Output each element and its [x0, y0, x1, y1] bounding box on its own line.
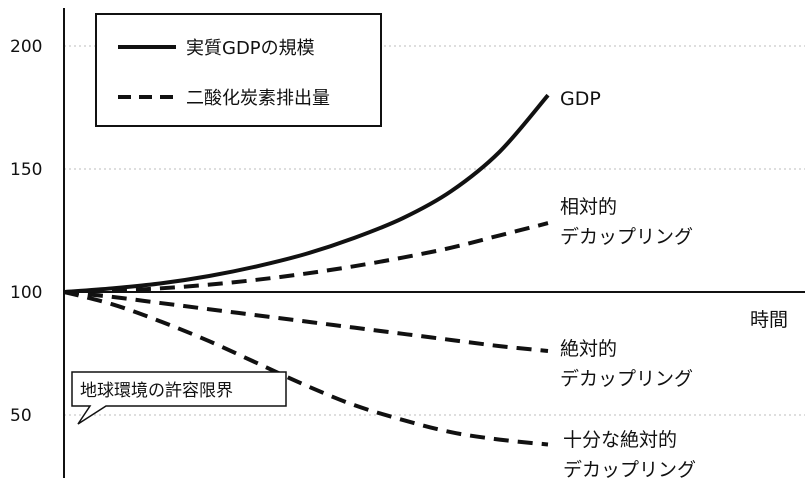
series-line-1	[63, 93, 550, 294]
legend-label: 二酸化炭素排出量	[186, 88, 330, 109]
series-line-3	[63, 290, 549, 354]
threshold-callout: 地球環境の許容限界	[71, 371, 287, 425]
threshold-label: 地球環境の許容限界	[80, 381, 233, 401]
line-label: デカップリング	[563, 459, 696, 478]
y-tick-label: 200	[10, 37, 42, 57]
series-line-4	[63, 290, 549, 447]
line-label: 相対的	[560, 196, 617, 218]
line-label: デカップリング	[560, 368, 693, 390]
grid-lines	[64, 45, 805, 416]
y-tick-labels: 50 100 150 200	[10, 37, 42, 426]
axes	[63, 8, 805, 478]
series-line-2	[63, 221, 549, 294]
line-label: デカップリング	[560, 226, 693, 248]
y-tick-label: 50	[10, 406, 32, 426]
line-label: 十分な絶対的	[563, 429, 677, 451]
x-axis-label: 時間	[750, 309, 788, 331]
line-label: 絶対的	[560, 338, 617, 360]
y-tick-label: 150	[10, 160, 42, 180]
line-label: GDP	[560, 88, 601, 110]
y-tick-label: 100	[10, 283, 42, 303]
legend-label: 実質GDPの規模	[186, 38, 315, 59]
series-lines	[63, 93, 550, 447]
callout-bubble	[71, 371, 287, 425]
legend-box	[95, 13, 382, 127]
